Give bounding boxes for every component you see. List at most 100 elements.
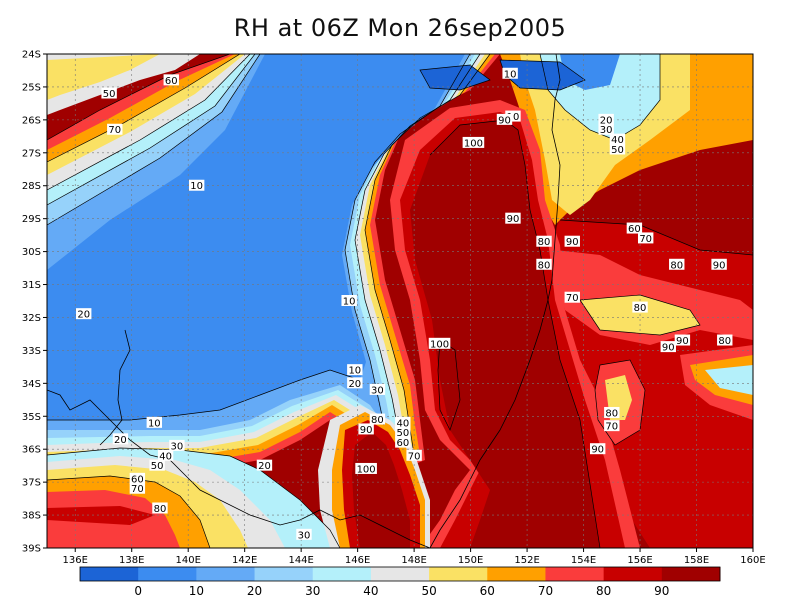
contour-label-bg (395, 416, 411, 428)
contour-label-bg (152, 502, 168, 514)
contour-line (47, 447, 341, 548)
contour-label-bg (609, 133, 626, 145)
colorbar-swatch (254, 567, 314, 581)
contour-label-bg (395, 436, 411, 448)
lat-tick-label: 35S (22, 412, 41, 423)
contour-label-bg (505, 110, 521, 122)
colorbar-label: 10 (189, 584, 204, 598)
chart-title: RH at 06Z Mon 26sep2005 (233, 14, 567, 42)
contour-label: 40 (396, 418, 409, 429)
contour-label-bg (188, 179, 205, 191)
contour-label-bg (395, 426, 411, 438)
contour-label: 60 (131, 474, 144, 485)
lat-tick-label: 26S (22, 115, 41, 126)
contour-line (354, 54, 481, 441)
lat-tick-label: 36S (22, 445, 41, 456)
colorbar-label: 0 (134, 584, 142, 598)
contour-label: 20 (77, 310, 90, 321)
colorbar-swatch (545, 567, 605, 581)
contour-label: 20 (258, 461, 271, 472)
contour-line (47, 54, 256, 206)
contour-line (47, 475, 211, 548)
contour-label-bg (369, 383, 386, 395)
contour-label-bg (637, 232, 654, 244)
contour-line (47, 54, 231, 141)
contour-label-bg (369, 413, 386, 425)
contour-label: 30 (371, 385, 384, 396)
grid (47, 54, 753, 548)
contour-label: 60 (396, 438, 409, 449)
colorbar-label: 80 (596, 584, 611, 598)
contour-label: 70 (566, 293, 579, 304)
contour-label-bg (589, 443, 606, 455)
colorbar-frame (79, 566, 721, 582)
colorbar-swatch (80, 567, 139, 581)
rh-region-west-deep (420, 65, 490, 90)
contour-line (594, 359, 646, 446)
colorbar-label: 20 (247, 584, 262, 598)
coastline-south (47, 389, 431, 548)
contour-label: 20 (600, 115, 613, 126)
contour-label-bg (341, 295, 357, 306)
lat-tick-label: 31S (22, 280, 41, 291)
contour-label-bg (669, 258, 685, 270)
contour-label: 30 (298, 530, 311, 541)
contour-label: 30 (171, 441, 184, 452)
colorbar-swatch (487, 567, 546, 581)
contour-label: 80 (538, 260, 551, 271)
contour-label-bg (462, 136, 485, 148)
contour-label-bg (598, 113, 614, 125)
contour-line (364, 54, 491, 449)
contour-label-bg (674, 334, 691, 346)
contour-label-bg (347, 364, 363, 376)
contour-label: 70 (108, 125, 121, 136)
contour-label-bg (604, 420, 620, 432)
contour-label-bg (632, 301, 648, 313)
lon-tick-label: 146E (345, 555, 370, 566)
contour-label: 60 (628, 224, 641, 235)
lat-tick-label: 28S (22, 181, 41, 192)
contour-label-bg (157, 449, 174, 461)
colorbar-label: 50 (421, 584, 436, 598)
contour-label-bg (564, 235, 580, 247)
rh-region-sc-100 (352, 432, 410, 548)
contour-label: 80 (538, 237, 551, 248)
contour-label-bg (296, 528, 312, 540)
contour-line (47, 54, 261, 226)
lat-tick-label: 34S (22, 379, 41, 390)
contour-label-bg (502, 67, 518, 79)
contour-label-bg (149, 459, 165, 471)
colorbar-label: 60 (480, 584, 495, 598)
contour-label-bg (129, 472, 146, 484)
contour-label-bg (598, 123, 614, 135)
contour-label-bg (564, 291, 580, 303)
contour-label: 90 (498, 115, 511, 126)
rh-region-coast-100 (410, 120, 600, 548)
lat-tick-label: 32S (22, 313, 41, 324)
contour-lines (47, 54, 753, 548)
contour-label-bg (76, 308, 92, 320)
contour-label-bg (609, 143, 626, 155)
contour-label-bg (355, 462, 377, 474)
contour-label-bg (536, 235, 552, 247)
rh-region-west-0 (47, 54, 465, 420)
contour-label-bg (358, 423, 374, 435)
coastline-gulf (99, 329, 131, 446)
colorbar: 0 10 20 30 40 50 60 70 80 90 (79, 566, 721, 598)
contour-label-bg (604, 406, 620, 418)
lon-tick-label: 136E (63, 555, 88, 566)
lat-tick-label: 30S (22, 247, 41, 258)
rh-fill-layer (47, 54, 753, 548)
contour-line (539, 54, 661, 141)
lon-tick-label: 140E (175, 555, 200, 566)
contour-label-bg (129, 482, 146, 494)
contour-label: 80 (670, 260, 683, 271)
contour-label: 70 (131, 484, 144, 495)
contour-label: 90 (360, 425, 373, 436)
lat-tick-label: 33S (22, 346, 41, 357)
contour-label: 10 (507, 112, 520, 123)
contour-label: 80 (605, 408, 618, 419)
axis-ticks: 24S 25S 26S 27S 28S 29S 30S 31S 32S 33S 34S 35S 36S 3… (22, 50, 766, 567)
contour-label-bg (660, 341, 676, 353)
contour-label-bg (107, 123, 123, 135)
